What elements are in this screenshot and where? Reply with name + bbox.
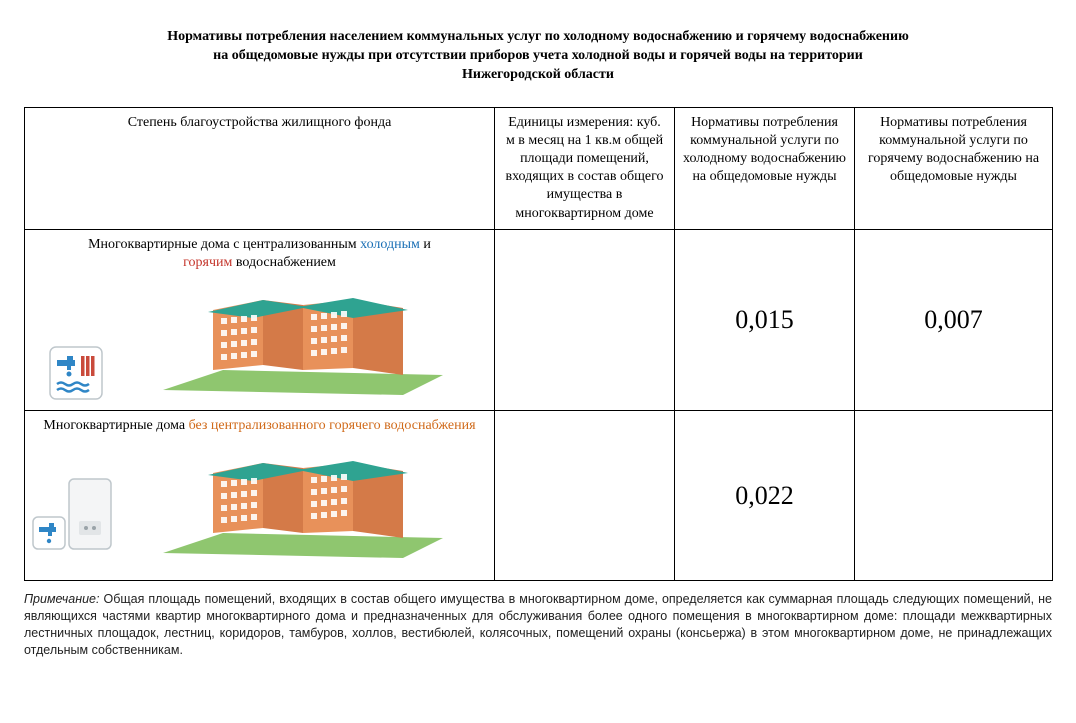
row1-illustration bbox=[33, 276, 486, 404]
col-header-1: Единицы измерения: куб. м в месяц на 1 к… bbox=[495, 107, 675, 229]
page-title: Нормативы потребления населением коммуна… bbox=[24, 28, 1052, 85]
hot-cold-utilities-icon bbox=[49, 346, 103, 400]
apartment-building-icon bbox=[153, 280, 453, 400]
note-text: Общая площадь помещений, входящих в сост… bbox=[24, 592, 1052, 657]
title-line-1: Нормативы потребления населением коммуна… bbox=[167, 29, 909, 44]
text-hot: горячим bbox=[183, 255, 232, 270]
row2-desc-cell: Многоквартирные дома без централизованно… bbox=[25, 411, 495, 581]
standards-table: Степень благоустройства жилищного фонда … bbox=[24, 107, 1053, 582]
table-row: Многоквартирные дома без централизованно… bbox=[25, 411, 1053, 581]
note-label: Примечание: bbox=[24, 592, 99, 606]
col-header-0: Степень благоустройства жилищного фонда bbox=[25, 107, 495, 229]
building-image bbox=[127, 280, 478, 400]
boiler-and-tap-icons bbox=[41, 473, 111, 563]
title-line-2: на общедомовые нужды при отсутствии приб… bbox=[213, 48, 863, 63]
row2-unit-cell bbox=[495, 411, 675, 581]
utilities-icon-box bbox=[41, 346, 111, 400]
col-header-2: Нормативы потребления коммунальной услуг… bbox=[675, 107, 855, 229]
text-fragment: Многоквартирные дома с централизованным bbox=[88, 237, 360, 252]
row1-desc-cell: Многоквартирные дома с централизованным … bbox=[25, 229, 495, 410]
table-header-row: Степень благоустройства жилищного фонда … bbox=[25, 107, 1053, 229]
title-line-3: Нижегородской области bbox=[462, 67, 614, 82]
table-row: Многоквартирные дома с централизованным … bbox=[25, 229, 1053, 410]
row1-cold-value: 0,015 bbox=[675, 229, 855, 410]
apartment-building-icon bbox=[153, 443, 453, 563]
row1-hot-value: 0,007 bbox=[855, 229, 1053, 410]
row2-illustration bbox=[33, 439, 486, 567]
row2-cold-value: 0,022 bbox=[675, 411, 855, 581]
col-header-3: Нормативы потребления коммунальной услуг… bbox=[855, 107, 1053, 229]
text-cold: холодным bbox=[360, 237, 420, 252]
row1-unit-cell bbox=[495, 229, 675, 410]
text-fragment: Многоквартирные дома bbox=[43, 418, 188, 433]
footnote: Примечание: Общая площадь помещений, вхо… bbox=[24, 591, 1052, 659]
text-fragment: водоснабжением bbox=[232, 255, 336, 270]
water-heater-icon bbox=[31, 473, 121, 563]
row2-hot-value bbox=[855, 411, 1053, 581]
text-no-hot: без централизованного горячего водоснабж… bbox=[189, 418, 476, 433]
row1-description: Многоквартирные дома с централизованным … bbox=[33, 236, 486, 272]
row2-description: Многоквартирные дома без централизованно… bbox=[33, 417, 486, 435]
text-fragment: и bbox=[420, 237, 431, 252]
building-image bbox=[127, 443, 478, 563]
